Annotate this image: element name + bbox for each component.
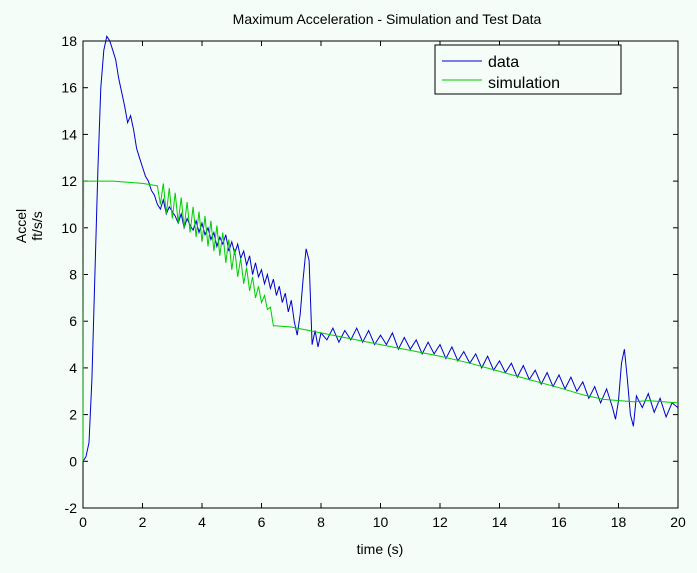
y-tick-label: 0 bbox=[69, 453, 77, 469]
y-axis-label-line-2: ft/s/s bbox=[29, 211, 45, 241]
chart-title: Maximum Acceleration - Simulation and Te… bbox=[233, 11, 542, 27]
x-tick-label: 8 bbox=[317, 514, 325, 530]
x-axis-label: time (s) bbox=[357, 541, 404, 557]
y-tick-label: 10 bbox=[61, 220, 77, 236]
plot-area bbox=[82, 40, 679, 509]
x-tick-label: 18 bbox=[611, 514, 627, 530]
y-tick-label: 6 bbox=[69, 313, 77, 329]
legend-label-data: data bbox=[488, 54, 519, 71]
legend-box bbox=[434, 44, 622, 95]
y-tick-label: 8 bbox=[69, 267, 77, 283]
x-tick-label: 4 bbox=[198, 514, 206, 530]
y-tick-label: 18 bbox=[61, 33, 77, 49]
x-tick-label: 20 bbox=[670, 514, 686, 530]
y-tick-label: 16 bbox=[61, 80, 77, 96]
x-tick-label: 16 bbox=[551, 514, 567, 530]
y-tick-label: 12 bbox=[61, 173, 77, 189]
y-axis-label-line-1: Accel bbox=[13, 209, 29, 243]
x-axis: 0 2 4 6 8 10 12 14 16 18 20 bbox=[79, 41, 686, 530]
legend: data simulation bbox=[434, 44, 622, 95]
series-line-data bbox=[82, 35, 679, 462]
x-tick-label: 2 bbox=[139, 514, 147, 530]
y-tick-label: 2 bbox=[69, 407, 77, 423]
y-axis-label: Accel ft/s/s bbox=[13, 209, 45, 243]
x-tick-label: 6 bbox=[258, 514, 266, 530]
y-tick-label: 4 bbox=[69, 360, 77, 376]
x-tick-label: 12 bbox=[432, 514, 448, 530]
y-tick-label: -2 bbox=[65, 500, 78, 516]
legend-label-simulation: simulation bbox=[488, 75, 560, 92]
series-line-simulation bbox=[82, 180, 679, 462]
y-tick-label: 14 bbox=[61, 126, 77, 142]
x-tick-label: 0 bbox=[79, 514, 87, 530]
x-tick-label: 14 bbox=[492, 514, 508, 530]
y-axis: -2 0 2 4 6 8 10 12 14 16 18 bbox=[61, 33, 678, 516]
series-layer bbox=[82, 35, 679, 462]
x-tick-label: 10 bbox=[373, 514, 389, 530]
